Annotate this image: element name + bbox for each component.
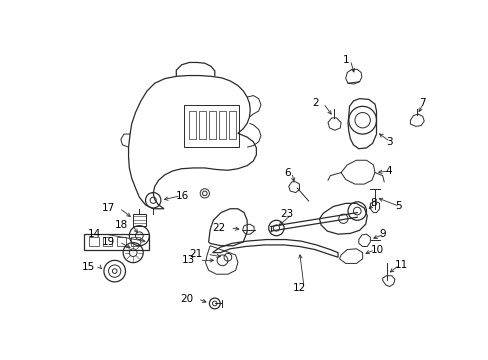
Text: 20: 20 (180, 294, 193, 304)
Text: 6: 6 (284, 167, 290, 177)
Text: 17: 17 (101, 203, 115, 213)
Text: 12: 12 (292, 283, 305, 293)
Text: 10: 10 (369, 244, 383, 255)
Text: 16: 16 (176, 191, 189, 201)
Text: 11: 11 (394, 260, 407, 270)
Text: 9: 9 (379, 229, 386, 239)
Text: 1: 1 (342, 55, 348, 65)
Text: 14: 14 (87, 229, 101, 239)
Text: 7: 7 (418, 98, 425, 108)
Text: 19: 19 (101, 237, 115, 247)
Text: 13: 13 (181, 255, 194, 265)
Text: 4: 4 (385, 166, 391, 176)
Text: 21: 21 (189, 249, 202, 259)
Text: 18: 18 (114, 220, 127, 230)
Text: 3: 3 (385, 137, 391, 147)
Text: 23: 23 (280, 209, 293, 219)
Text: 2: 2 (311, 98, 318, 108)
Text: 22: 22 (212, 223, 225, 233)
Text: 8: 8 (369, 198, 376, 208)
Text: 15: 15 (81, 261, 95, 271)
Text: 5: 5 (394, 202, 401, 211)
